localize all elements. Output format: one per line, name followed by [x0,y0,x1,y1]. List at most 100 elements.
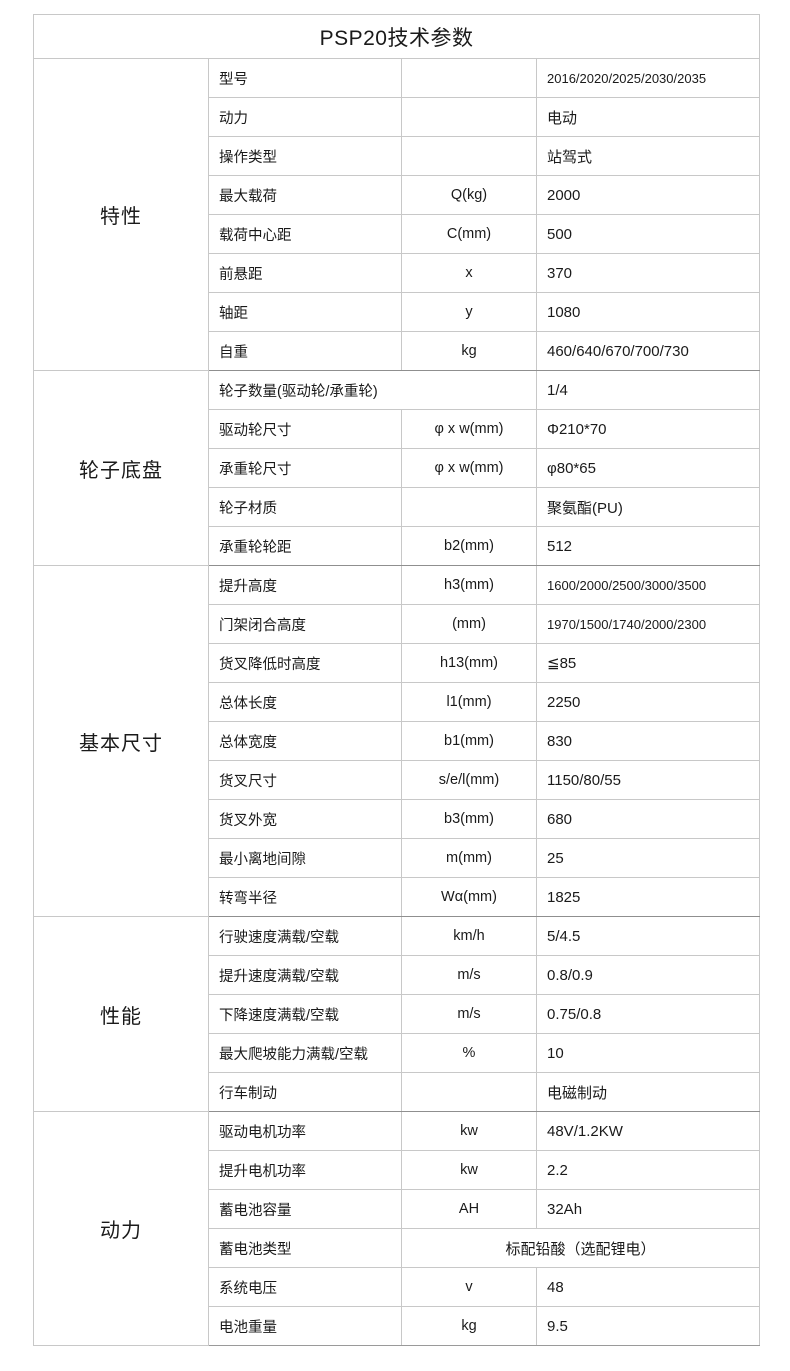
param-symbol: b1(mm) [401,721,537,761]
param-symbol [401,1072,537,1112]
table-row: 提升电机功率 kw 2.2 [34,1150,761,1190]
param-value: φ80*65 [535,448,761,488]
table-row: 货叉尺寸 s/e/l(mm) 1150/80/55 [34,760,761,800]
param-symbol: kg [401,1306,537,1346]
param-value: 48 [535,1267,761,1307]
table-row: 电池重量 kg 9.5 [34,1306,761,1346]
param-name: 行驶速度满载/空载 [208,916,402,956]
param-name: 驱动轮尺寸 [208,409,402,449]
param-value: 1600/2000/2500/3000/3500 [535,565,761,605]
param-symbol: AH [401,1189,537,1229]
param-name: 货叉尺寸 [208,760,402,800]
param-name: 货叉降低时高度 [208,643,402,683]
table-row: 载荷中心距 C(mm) 500 [34,214,761,254]
table-row: 基本尺寸 提升高度 h3(mm) 1600/2000/2500/3000/3500 [33,565,761,917]
param-name: 系统电压 [208,1267,402,1307]
param-value: 370 [535,253,761,293]
param-value: 1825 [535,877,761,917]
spec-table-body: PSP20技术参数 [32,14,761,59]
table-row: 轴距 y 1080 [34,292,761,332]
param-value: 1970/1500/1740/2000/2300 [535,604,761,644]
table-row: 转弯半径 Wα(mm) 1825 [34,877,761,917]
table-row: 总体宽度 b1(mm) 830 [34,721,761,761]
param-value: 2250 [535,682,761,722]
table-row: 特性 型号 2016/2020/2025/2030/2035 [33,58,761,371]
param-symbol [401,97,537,137]
param-value: 1/4 [535,370,761,410]
param-value: Φ210*70 [535,409,761,449]
param-value: 48V/1.2KW [535,1111,761,1151]
table-row: 动力 电动 [34,97,761,137]
param-symbol [401,487,537,527]
param-name: 驱动电机功率 [208,1111,402,1151]
section-label-4: 性能 [33,916,209,1112]
param-name: 前悬距 [208,253,402,293]
param-symbol: (mm) [401,604,537,644]
param-name: 门架闭合高度 [208,604,402,644]
table-row: 承重轮尺寸 φ x w(mm) φ80*65 [34,448,761,488]
param-value: 标配铅酸（选配锂电） [400,1228,761,1268]
param-symbol: m(mm) [401,838,537,878]
param-value: 680 [535,799,761,839]
param-symbol: kw [401,1111,537,1151]
section-label-5: 动力 [33,1111,209,1346]
page-title: PSP20技术参数 [32,14,761,59]
param-value: 1150/80/55 [535,760,761,800]
param-symbol: m/s [401,955,537,995]
param-value: 2.2 [535,1150,761,1190]
param-value: 电磁制动 [535,1072,761,1112]
param-symbol: φ x w(mm) [401,409,537,449]
param-name: 最大载荷 [208,175,402,215]
param-name: 蓄电池类型 [208,1228,402,1268]
param-value: 2000 [535,175,761,215]
param-value: 聚氨酯(PU) [535,487,761,527]
table-row: 承重轮轮距 b2(mm) 512 [34,526,761,566]
param-name: 最小离地间隙 [208,838,402,878]
spec-sections: 特性 型号 2016/2020/2025/2030/2035 动力 电动 操作类型 站驾式最… [33,58,761,1346]
param-value: 2016/2020/2025/2030/2035 [535,58,761,98]
table-row: 轮子底盘 轮子数量(驱动轮/承重轮) 1/4 [33,370,761,566]
param-value: 5/4.5 [535,916,761,956]
param-symbol: m/s [401,994,537,1034]
param-symbol: Q(kg) [401,175,537,215]
table-row: 行车制动 电磁制动 [34,1072,761,1112]
param-name: 轴距 [208,292,402,332]
table-row: 最小离地间隙 m(mm) 25 [34,838,761,878]
param-name: 操作类型 [208,136,402,176]
table-row: 蓄电池类型 标配铅酸（选配锂电） [34,1228,761,1268]
param-symbol: C(mm) [401,214,537,254]
param-symbol: km/h [401,916,537,956]
param-value: 站驾式 [535,136,761,176]
title-row: PSP20技术参数 [32,14,761,59]
param-name: 承重轮轮距 [208,526,402,566]
param-symbol: kg [401,331,537,371]
param-name: 提升高度 [208,565,402,605]
table-row: 货叉降低时高度 h13(mm) ≦85 [34,643,761,683]
table-row: 最大载荷 Q(kg) 2000 [34,175,761,215]
param-name: 行车制动 [208,1072,402,1112]
table-row: 门架闭合高度 (mm) 1970/1500/1740/2000/2300 [34,604,761,644]
param-symbol: b2(mm) [401,526,537,566]
param-value: 500 [535,214,761,254]
param-value: ≦85 [535,643,761,683]
param-symbol [401,136,537,176]
param-name: 蓄电池容量 [208,1189,402,1229]
section-label-2: 轮子底盘 [33,370,209,566]
param-value: 电动 [535,97,761,137]
param-value: 9.5 [535,1306,761,1346]
spec-table: PSP20技术参数 特性 型号 2016/2020/2025/2030/2035 动力… [32,14,761,1346]
param-value: 0.75/0.8 [535,994,761,1034]
param-symbol: kw [401,1150,537,1190]
table-row: 前悬距 x 370 [34,253,761,293]
param-symbol: φ x w(mm) [401,448,537,488]
param-symbol: v [401,1267,537,1307]
param-value: 460/640/670/700/730 [535,331,761,371]
param-value: 1080 [535,292,761,332]
param-name: 载荷中心距 [208,214,402,254]
param-name: 下降速度满载/空载 [208,994,402,1034]
param-symbol: y [401,292,537,332]
param-symbol: h13(mm) [401,643,537,683]
param-value: 830 [535,721,761,761]
param-symbol [401,58,537,98]
